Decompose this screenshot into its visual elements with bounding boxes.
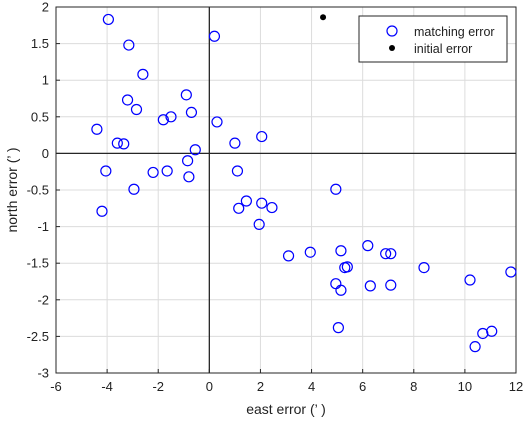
- matching-error-point: [111, 137, 123, 149]
- matching-error-point: [332, 322, 344, 334]
- matching-error-point: [189, 144, 201, 156]
- legend-label-initial-error: initial error: [414, 42, 472, 56]
- y-tick-label: 1.5: [31, 36, 49, 51]
- data-points: [91, 13, 517, 353]
- y-tick-labels: -3 -2.5 -2 -1.5 -1 -0.5 0 0.5 1 1.5 2: [27, 0, 49, 381]
- legend-marker-matching-error: [386, 25, 398, 37]
- matching-error-point: [256, 197, 268, 209]
- matching-error-point: [183, 171, 195, 183]
- x-tick-label: -2: [152, 379, 164, 394]
- matching-error-point: [330, 183, 342, 195]
- matching-error-point: [339, 261, 351, 274]
- matching-error-point: [256, 130, 268, 143]
- matching-error-point: [335, 245, 347, 257]
- matching-error-point: [118, 138, 130, 150]
- matching-error-point: [469, 341, 481, 353]
- zero-lines: [56, 7, 516, 373]
- matching-error-point: [128, 183, 140, 195]
- x-tick-label: -4: [101, 379, 113, 394]
- legend-label-matching-error: matching error: [414, 25, 495, 39]
- y-axis-title: north error (’ ): [4, 147, 20, 232]
- matching-error-point: [253, 218, 265, 231]
- y-tick-label: -2: [37, 292, 49, 307]
- x-tick-label: 6: [359, 379, 366, 394]
- matching-error-point: [233, 202, 245, 214]
- y-tick-label: 1: [42, 73, 49, 88]
- y-tick-label: 2: [42, 0, 49, 15]
- matching-error-point: [121, 94, 134, 106]
- matching-error-point: [185, 106, 198, 119]
- matching-error-point: [229, 137, 241, 149]
- matching-error-point: [123, 39, 135, 51]
- x-tick-label: 10: [458, 379, 472, 394]
- y-tick-label: -2.5: [27, 329, 49, 344]
- plot-border: [55, 6, 517, 374]
- matching-error-point: [266, 201, 278, 214]
- x-tick-label: 8: [410, 379, 417, 394]
- y-tick-label: -1: [37, 219, 49, 234]
- matching-error-point: [180, 89, 192, 101]
- x-tick-label: -6: [50, 379, 62, 394]
- y-tick-label: -0.5: [27, 183, 49, 198]
- matching-error-point: [157, 114, 169, 126]
- matching-error-point: [102, 13, 114, 26]
- y-tick-label: 0: [42, 146, 49, 161]
- y-tick-label: -3: [37, 366, 49, 381]
- matching-error-point: [385, 248, 397, 260]
- matching-error-point: [335, 284, 347, 296]
- matching-error-point: [161, 165, 173, 177]
- matching-error-point: [240, 195, 252, 207]
- x-tick-label: 4: [308, 379, 315, 394]
- matching-error-point: [486, 325, 498, 337]
- x-tick-label: 0: [206, 379, 213, 394]
- matching-error-point: [362, 240, 374, 252]
- matching-error-point: [130, 103, 143, 116]
- x-tick-label: 2: [257, 379, 264, 394]
- y-tick-label: -1.5: [27, 256, 49, 271]
- matching-error-point: [137, 68, 149, 80]
- legend: matching error initial error: [358, 15, 508, 63]
- matching-error-point: [364, 280, 376, 292]
- matching-error-point: [165, 111, 177, 123]
- matching-error-point: [282, 250, 295, 262]
- matching-error-point: [418, 261, 430, 274]
- initial-error-point: [320, 14, 327, 21]
- legend-marker-initial-error: [389, 45, 395, 51]
- matching-error-point: [380, 248, 392, 260]
- matching-error-point: [231, 165, 244, 177]
- matching-error-point: [464, 274, 476, 286]
- matching-error-point: [211, 116, 223, 128]
- matching-error-point: [304, 246, 316, 258]
- matching-error-point: [208, 30, 221, 42]
- matching-error-point: [182, 155, 194, 167]
- legend-box: [358, 15, 508, 63]
- matching-error-point: [385, 279, 397, 291]
- x-tick-label: 12: [509, 379, 523, 394]
- matching-error-point: [96, 205, 108, 217]
- x-tick-labels: -6 -4 -2 0 2 4 6 8 10 12: [50, 379, 523, 394]
- x-axis-title: east error (’ ): [246, 401, 326, 417]
- matching-error-point: [147, 166, 159, 179]
- y-tick-label: 0.5: [31, 109, 49, 124]
- matching-error-point: [91, 123, 103, 135]
- matching-error-point: [100, 165, 112, 177]
- matching-error-point: [505, 266, 517, 278]
